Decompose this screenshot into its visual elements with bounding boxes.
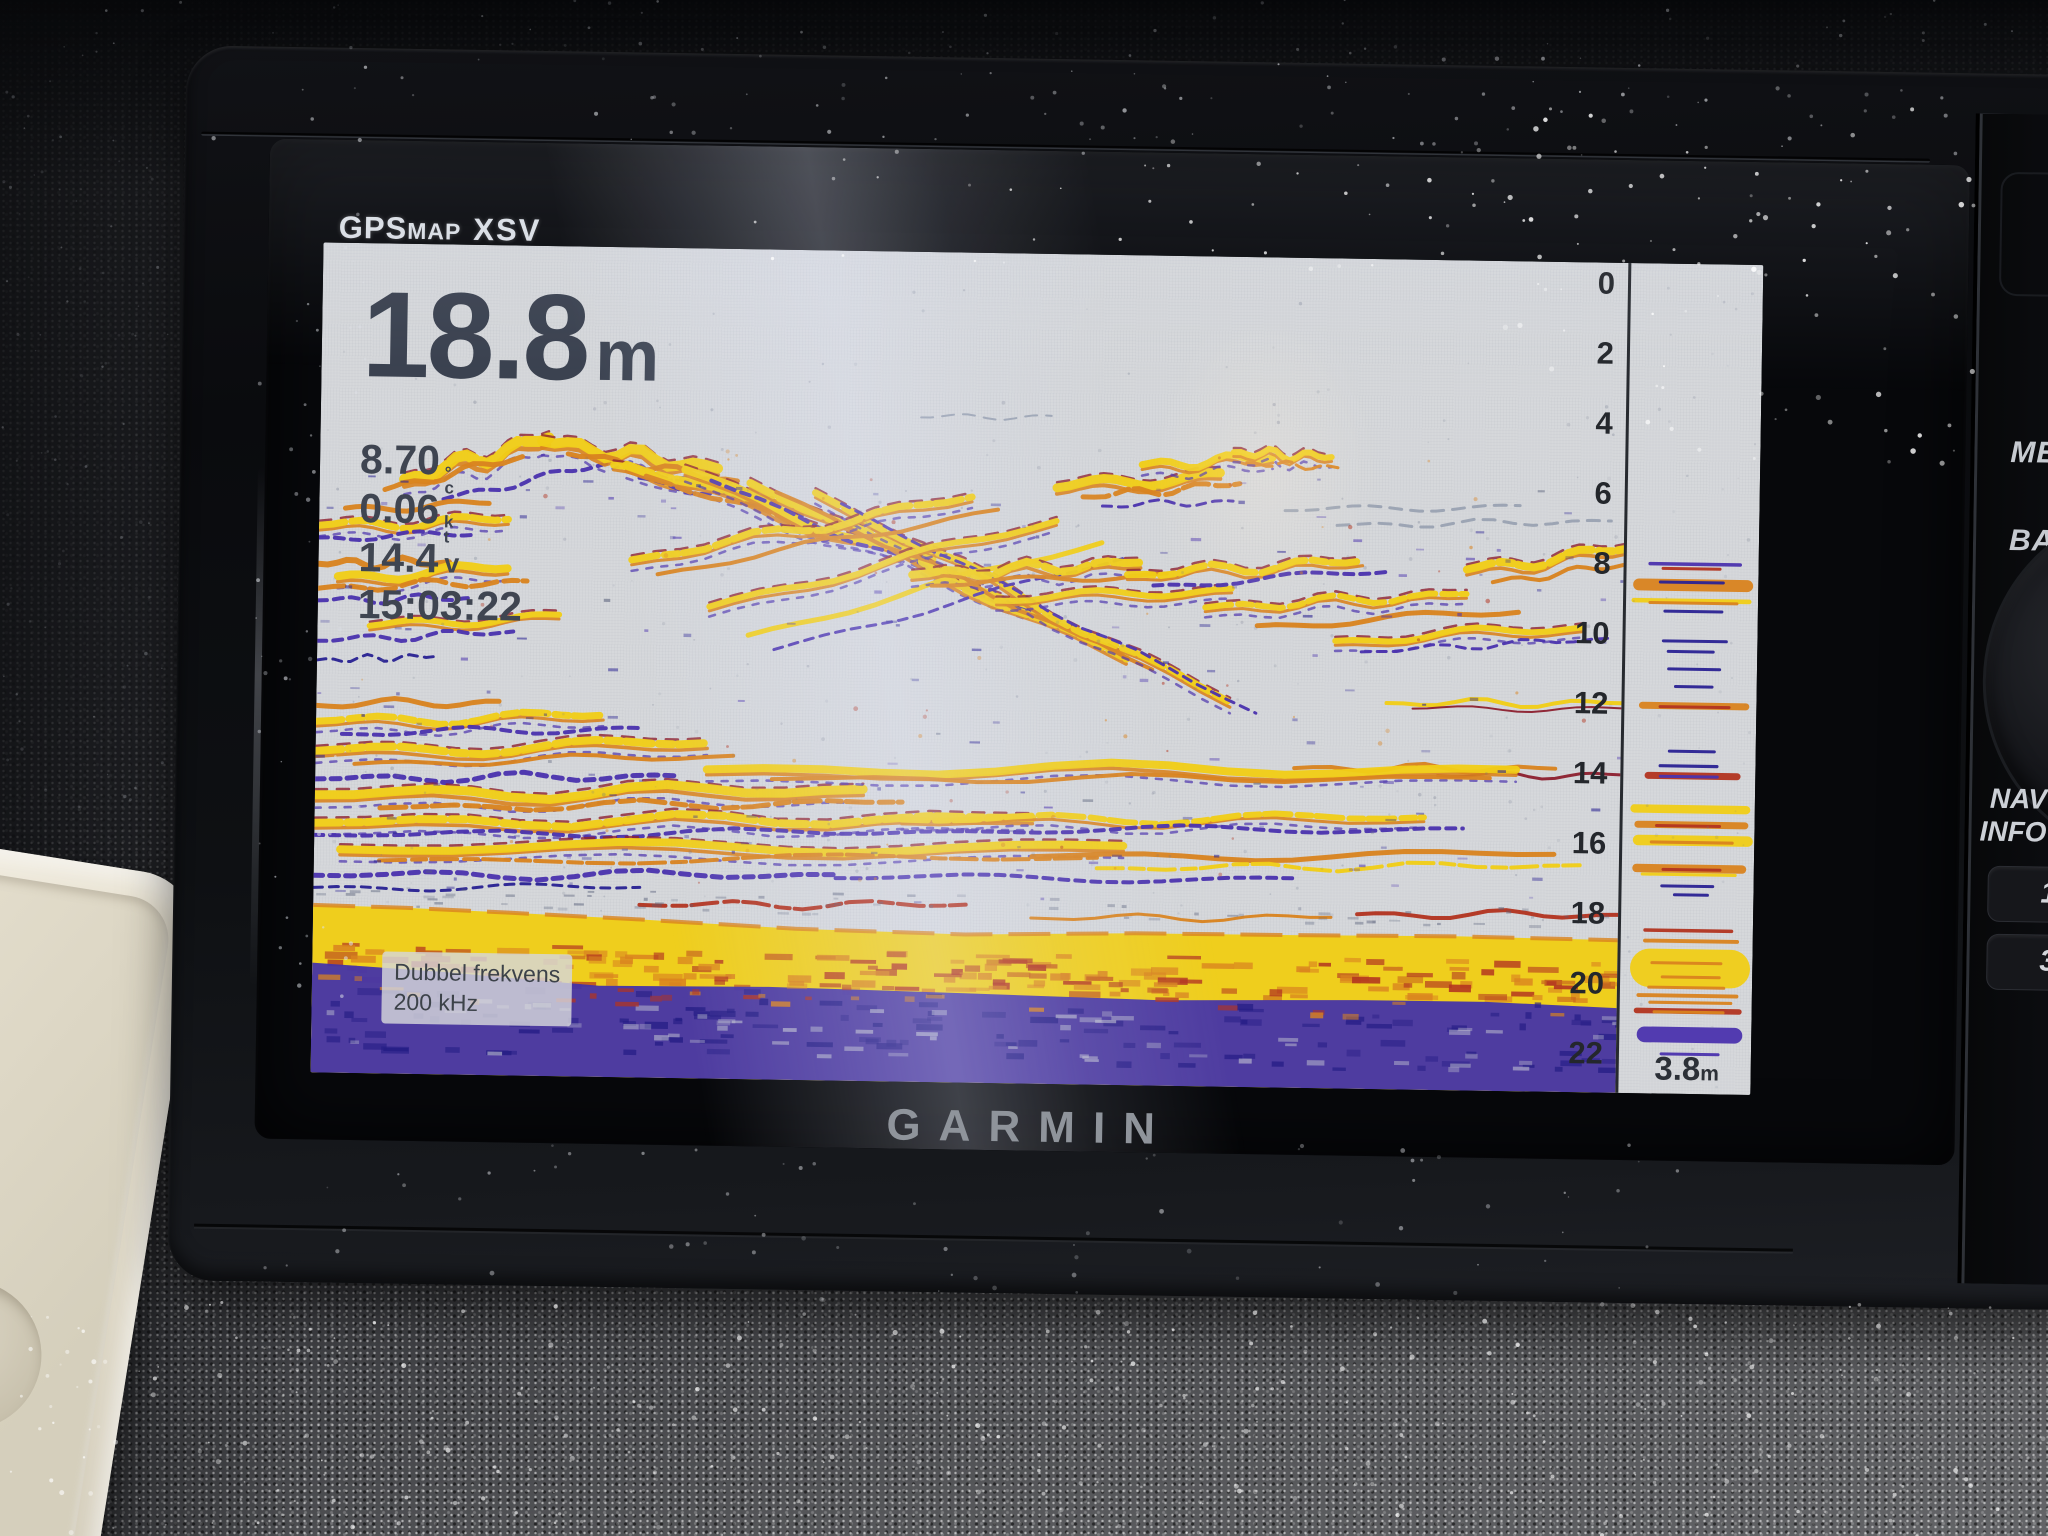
garmin-chartplotter-device: GPSMAP XSV 0 2 4 6 8 10 12 14 16 18 20 22 18.8 m 8.7… [167, 45, 2048, 1311]
partial-button-edge[interactable] [1998, 171, 2048, 299]
depth-tick-0: 0 [1597, 265, 1616, 301]
key-3-label: 3 [2039, 944, 2048, 978]
key-3-button[interactable]: 3 [1985, 933, 2048, 993]
flasher-range-value: 3.8 [1654, 1049, 1701, 1088]
water-temp-readout: 8.70 ° c [359, 436, 455, 497]
voltage-value: 14.4 [358, 534, 439, 582]
model-label-gps: GPS [338, 209, 408, 246]
water-temp-value: 8.70 [359, 436, 441, 484]
depth-tick-22: 22 [1568, 1035, 1604, 1071]
model-label-xsv: XSV [473, 211, 542, 248]
depth-value: 18.8 [361, 266, 589, 406]
frequency-mode-line2: 200 kHz [393, 988, 479, 1016]
depth-tick-4: 4 [1595, 405, 1614, 441]
depth-tick-18: 18 [1570, 895, 1606, 931]
keypad-panel: MENU BACK NAV INFO 1 3 [1957, 113, 2048, 1289]
time-readout: 15:03:22 [357, 581, 523, 630]
frequency-mode-overlay: Dubbel frekvens 200 kHz [381, 951, 573, 1027]
sonar-echogram [310, 289, 1629, 1093]
menu-button[interactable]: MENU [2010, 435, 2048, 471]
depth-tick-20: 20 [1569, 965, 1605, 1001]
frequency-mode-line1: Dubbel frekvens [393, 958, 561, 988]
depth-tick-8: 8 [1593, 545, 1611, 581]
time-value: 15:03:22 [357, 581, 523, 630]
flasher-range-label: 3.8m [1622, 1049, 1751, 1089]
depth-unit: m [594, 315, 660, 397]
data-overlay: 18.8 m 8.70 ° c 0.06 k t [357, 266, 660, 630]
flasher-a-scope-column [1623, 286, 1757, 1089]
depth-tick-10: 10 [1574, 615, 1610, 651]
depth-tick-16: 16 [1571, 825, 1607, 861]
voltage-readout: 14.4 v [358, 534, 460, 584]
depth-readout: 18.8 m [361, 266, 660, 406]
speed-readout: 0.06 k t [358, 485, 454, 546]
voltage-unit: v [444, 548, 460, 579]
key-1-button[interactable]: 1 [1987, 865, 2048, 925]
garmin-brand-logo: GARMIN [886, 1100, 1174, 1154]
depth-tick-6: 6 [1594, 475, 1613, 511]
key-1-label: 1 [2040, 876, 2048, 910]
depth-tick-2: 2 [1596, 335, 1615, 371]
nav-info-line2: INFO [1979, 815, 2047, 848]
speed-value: 0.06 [358, 485, 440, 533]
flasher-range-unit: m [1700, 1062, 1720, 1086]
model-label-map: MAP [406, 217, 462, 245]
depth-tick-14: 14 [1572, 755, 1608, 791]
depth-tick-12: 12 [1573, 685, 1609, 721]
nav-info-label: NAV INFO [1968, 781, 2047, 848]
nav-info-line1: NAV [1989, 782, 2048, 815]
sonar-display[interactable]: 0 2 4 6 8 10 12 14 16 18 20 22 18.8 m 8.70 ° c 0.06 [310, 242, 1764, 1095]
